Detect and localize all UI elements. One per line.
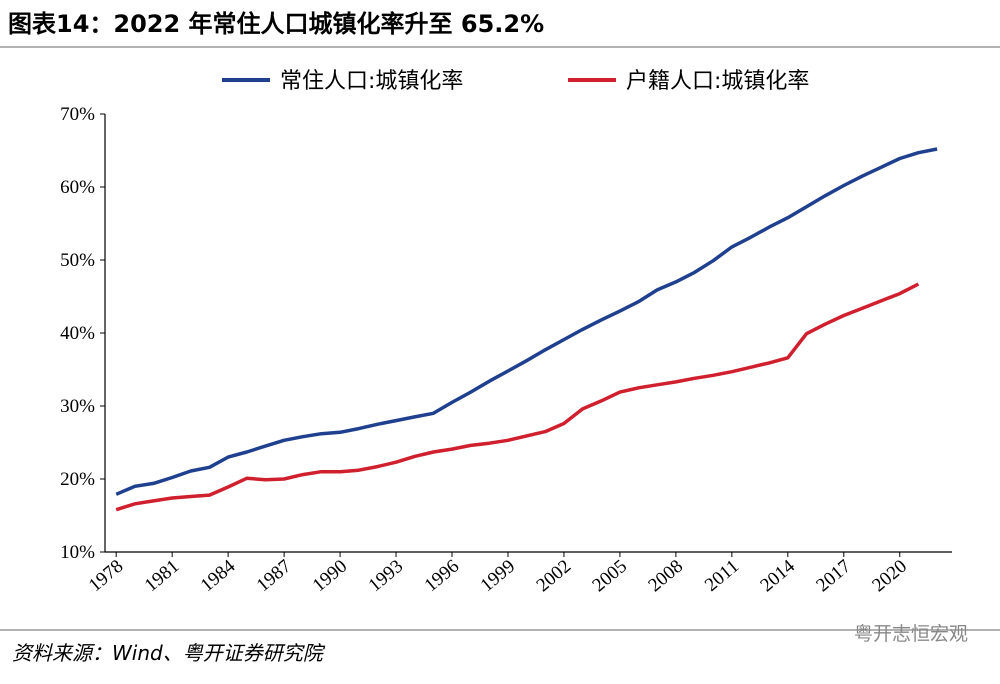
y-tick-label: 20% <box>60 469 95 490</box>
x-tick-label: 2011 <box>701 556 743 596</box>
x-tick-label: 2008 <box>644 556 687 597</box>
legend-label: 常住人口:城镇化率 <box>280 69 463 94</box>
x-tick-label: 2014 <box>756 555 799 596</box>
x-tick-label: 1984 <box>197 555 240 596</box>
y-tick-label: 40% <box>60 323 95 344</box>
x-tick-label: 1987 <box>253 556 296 597</box>
x-tick-label: 2017 <box>812 556 855 597</box>
x-tick-label: 2005 <box>589 556 632 597</box>
y-tick-label: 70% <box>60 104 95 125</box>
chart-title: 图表14：2022 年常住人口城镇化率升至 65.2% <box>8 10 544 38</box>
source: 资料来源：Wind、粤开证券研究院 <box>12 641 326 665</box>
x-tick-label: 1993 <box>365 556 408 597</box>
y-tick-label: 60% <box>60 177 95 198</box>
legend-label: 户籍人口:城镇化率 <box>626 69 809 94</box>
y-tick-label: 10% <box>60 542 95 563</box>
x-tick-label: 2020 <box>868 556 911 597</box>
x-tick-label: 2002 <box>533 556 576 597</box>
y-tick-label: 30% <box>60 396 95 417</box>
x-tick-label: 1999 <box>477 556 520 597</box>
series-line <box>115 282 920 512</box>
watermark: 粤开志恒宏观 <box>854 623 968 645</box>
x-tick-label: 1996 <box>421 556 464 597</box>
y-tick-label: 50% <box>60 250 95 271</box>
x-tick-label: 1990 <box>309 556 352 597</box>
x-tick-label: 1981 <box>141 556 184 597</box>
series-line <box>115 147 938 496</box>
